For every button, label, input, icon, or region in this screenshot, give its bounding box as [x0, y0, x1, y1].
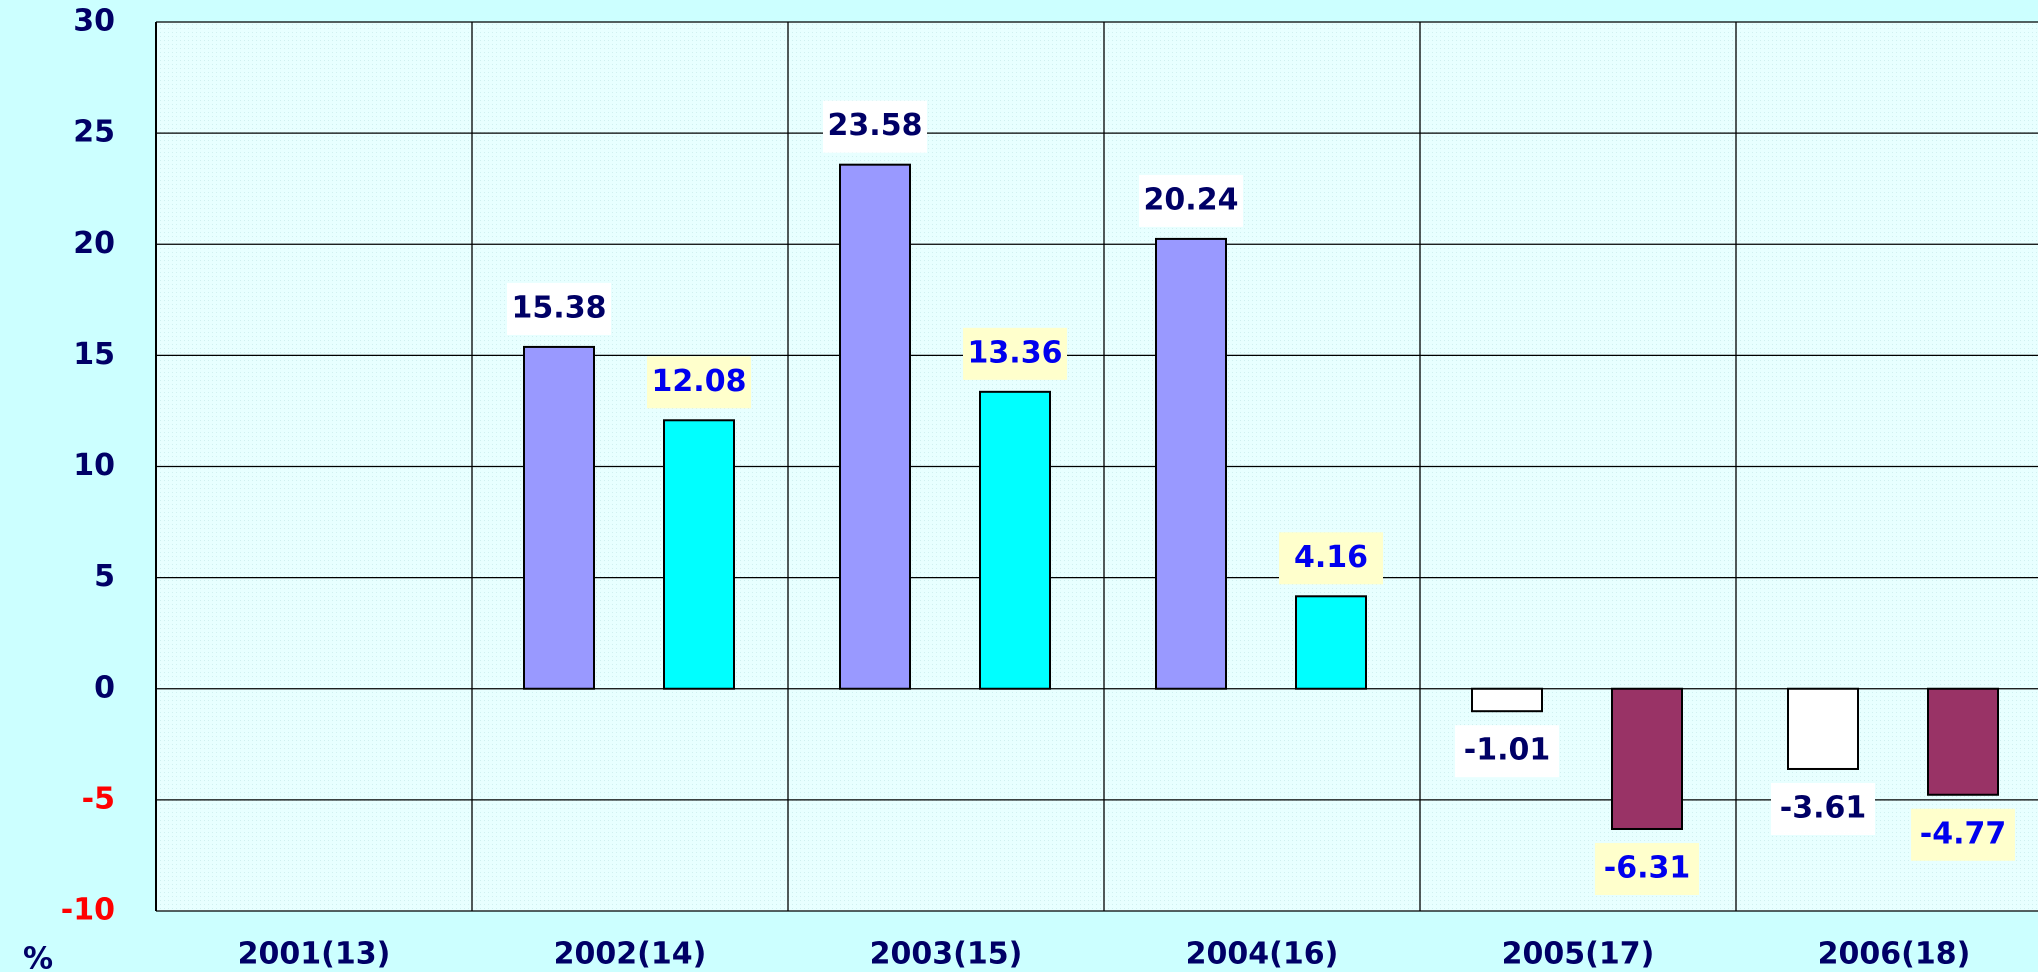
data-label-box: [823, 100, 927, 153]
x-tick-label: 2006(18): [1818, 937, 1971, 972]
y-tick-label: 0: [94, 670, 115, 705]
data-label: 23.58: [828, 108, 923, 143]
data-label-box: [1771, 782, 1875, 835]
data-label-box: [1455, 725, 1559, 778]
bar: [1295, 595, 1367, 690]
bar: [1155, 237, 1227, 690]
x-tick-label: 2003(15): [870, 937, 1023, 972]
data-label: 12.08: [652, 364, 747, 399]
data-label-box: [1279, 532, 1383, 585]
bar: [1787, 687, 1859, 770]
data-label-box: [1595, 842, 1699, 895]
y-tick-label: 10: [73, 448, 115, 483]
data-label: -3.61: [1780, 790, 1866, 825]
bar: [523, 345, 595, 690]
data-label: 13.36: [968, 335, 1063, 370]
data-label-box: [1139, 174, 1243, 227]
data-label-box: [963, 327, 1067, 380]
y-unit-label: %: [23, 942, 53, 972]
x-tick-label: 2001(13): [238, 937, 391, 972]
bar: [979, 390, 1051, 690]
y-tick-label: 15: [73, 337, 115, 372]
bar: [663, 419, 735, 690]
x-tick-label: 2005(17): [1502, 937, 1655, 972]
y-tick-label: 5: [94, 559, 115, 594]
bar: [1611, 687, 1683, 830]
y-tick-label: 30: [73, 4, 115, 39]
data-label: 15.38: [512, 290, 607, 325]
bar: [1471, 687, 1543, 713]
data-label: -4.77: [1920, 816, 2006, 851]
bar: [1927, 687, 1999, 796]
y-tick-label: -10: [61, 893, 115, 928]
data-label: 20.24: [1144, 182, 1239, 217]
data-label: 4.16: [1294, 540, 1368, 575]
data-label-box: [507, 282, 611, 335]
y-tick-label: 20: [73, 226, 115, 261]
data-label: -1.01: [1464, 733, 1550, 768]
y-tick-label: 25: [73, 115, 115, 150]
x-tick-label: 2004(16): [1186, 937, 1339, 972]
y-tick-label: -5: [82, 781, 115, 816]
bar: [839, 163, 911, 690]
data-label-box: [647, 356, 751, 409]
data-label: -6.31: [1604, 850, 1690, 885]
data-label-box: [1911, 808, 2015, 861]
x-tick-label: 2002(14): [554, 937, 707, 972]
